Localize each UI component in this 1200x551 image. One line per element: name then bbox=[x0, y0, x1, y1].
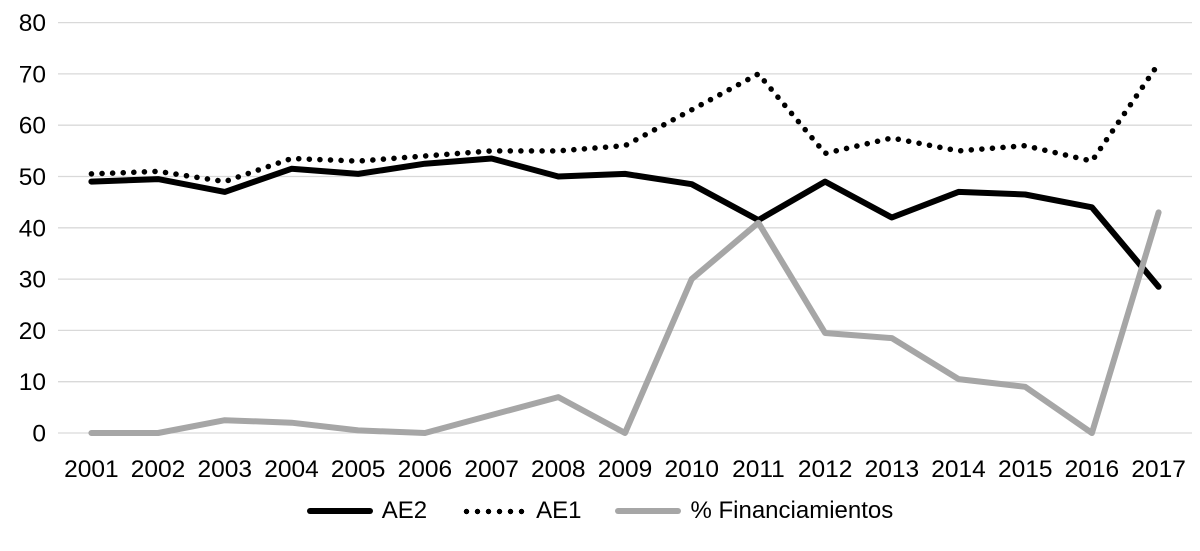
y-axis-tick-label: 10 bbox=[19, 369, 46, 396]
x-axis-tick-label: 2008 bbox=[531, 456, 586, 483]
chart-plot-area: 0 10 20 30 40 50 60 70 80 2001 2002 2003 2004 2005 200… bbox=[19, 10, 1192, 483]
series-line-ae1 bbox=[88, 60, 1162, 185]
y-axis-tick-label: 40 bbox=[19, 215, 46, 242]
x-axis-tick-label: 2016 bbox=[1065, 456, 1120, 483]
x-axis-tick-label: 2009 bbox=[598, 456, 653, 483]
x-axis-tick-label: 2010 bbox=[664, 456, 719, 483]
x-axis-tick-label: 2013 bbox=[865, 456, 920, 483]
x-axis-tick-label: 2003 bbox=[198, 456, 253, 483]
x-axis-tick-label: 2011 bbox=[732, 456, 785, 483]
x-axis-tick-label: 2004 bbox=[264, 456, 319, 483]
y-axis-tick-label: 70 bbox=[19, 61, 46, 88]
y-axis-tick-label: 30 bbox=[19, 267, 46, 294]
y-axis-tick-label: 50 bbox=[19, 164, 46, 191]
legend-swatch-financiamientos-line bbox=[615, 508, 682, 514]
legend-label-ae1: AE1 bbox=[536, 497, 582, 524]
y-axis-tick-label: 0 bbox=[32, 421, 46, 448]
legend-item-financiamientos: % Financiamientos bbox=[615, 499, 893, 523]
x-axis-tick-label: 2012 bbox=[798, 456, 853, 483]
x-axis-tick-label: 2007 bbox=[464, 456, 519, 483]
legend-swatch-ae1-dotted-line bbox=[461, 507, 528, 515]
legend-label-ae2: AE2 bbox=[381, 497, 428, 524]
x-axis-tick-label: 2006 bbox=[398, 456, 453, 483]
legend-swatch-ae2-line bbox=[306, 508, 373, 514]
x-axis-tick-label: 2014 bbox=[931, 456, 986, 483]
x-axis-tick-label: 2015 bbox=[998, 456, 1053, 483]
chart-legend: AE2 AE1 % Financiamientos bbox=[0, 499, 1200, 523]
legend-item-ae1: AE1 bbox=[461, 499, 581, 523]
y-axis-tick-label: 60 bbox=[19, 113, 46, 140]
x-axis-tick-label: 2002 bbox=[131, 456, 186, 483]
y-axis-tick-label: 20 bbox=[19, 318, 46, 345]
x-axis-tick-label: 2005 bbox=[331, 456, 386, 483]
legend-label-financiamientos: % Financiamientos bbox=[690, 497, 894, 524]
legend-item-ae2: AE2 bbox=[306, 497, 428, 524]
x-axis-tick-label: 2017 bbox=[1131, 456, 1186, 483]
y-axis-tick-label: 80 bbox=[19, 10, 46, 37]
series-line-ae2 bbox=[88, 155, 1162, 290]
series-line-financiamientos bbox=[88, 209, 1162, 436]
x-axis-tick-label: 2001 bbox=[64, 456, 119, 483]
